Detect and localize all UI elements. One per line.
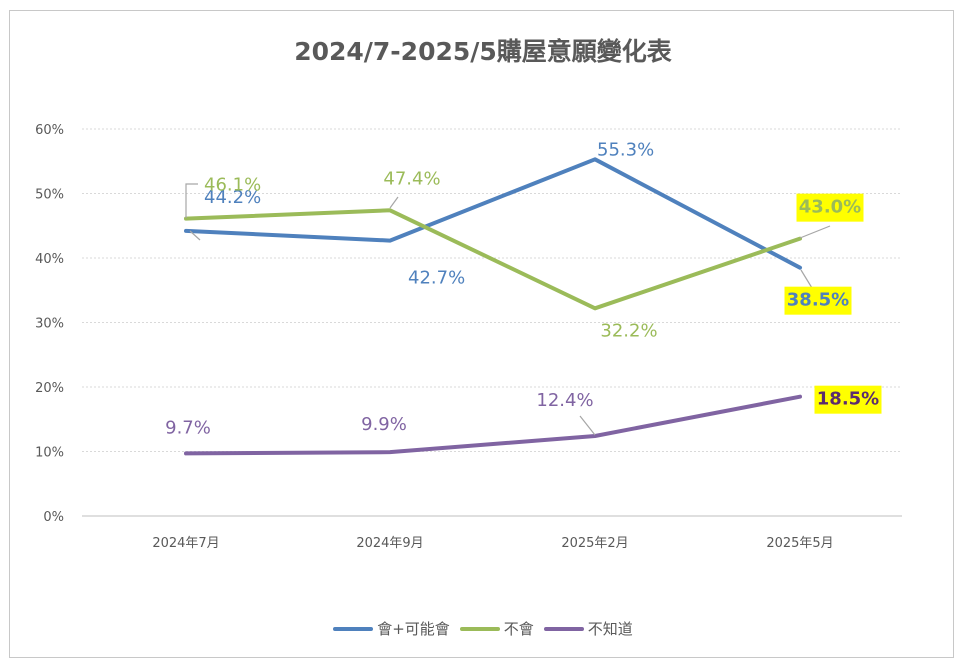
data-label: 32.2% [600,320,657,341]
legend-swatch [333,626,374,631]
data-label-highlight [784,286,852,315]
y-tick-label: 60% [35,123,64,138]
data-label: 46.1% [204,175,261,196]
legend-label: 不知道 [587,620,633,638]
data-label: 55.3% [597,139,654,160]
y-tick-label: 20% [35,381,64,396]
data-label: 12.4% [536,390,593,411]
y-tick-label: 40% [35,252,64,267]
data-label: 42.7% [408,268,465,289]
y-axis-ticks: 0% 10% 20% 30% 40% 50% 60% [35,123,64,525]
legend-swatch [459,626,500,631]
chart-legend: 會+可能會 不會 不知道 [0,618,966,639]
data-label-highlight [814,385,882,414]
x-tick-label: 2025年2月 [561,536,628,551]
leader-line [799,225,831,239]
data-label: 47.4% [383,168,440,189]
series-line [184,157,802,270]
legend-swatch [543,626,584,631]
legend-item: 會+可能會 [333,618,450,639]
x-tick-label: 2024年7月 [152,536,219,551]
chart-title: 2024/7-2025/5購屋意願變化表 [294,37,672,66]
x-tick-label: 2024年9月 [356,536,423,551]
series-line [184,208,802,311]
y-tick-label: 30% [35,317,64,332]
data-label: 9.9% [361,414,407,435]
series-lines [184,157,802,456]
legend-label: 會+可能會 [377,620,450,638]
y-tick-label: 10% [35,446,64,461]
data-label: 44.2% [204,187,261,208]
leader-line [579,415,596,436]
x-tick-label: 2025年5月 [766,536,833,551]
data-label-highlight [796,193,864,222]
chart-frame [9,10,954,658]
legend-item: 不會 [459,618,534,639]
leader-line [800,269,813,289]
legend-item: 不知道 [543,618,633,639]
leader-line [189,230,201,241]
data-label: 38.5% [787,290,849,311]
x-axis-ticks: 2024年7月 2024年9月 2025年2月 2025年5月 [152,536,833,551]
data-label: 43.0% [799,197,861,218]
leader-line [185,183,198,218]
leader-lines [185,183,831,436]
data-label: 18.5% [817,389,879,410]
data-label: 9.7% [165,417,211,438]
series-line [184,394,802,456]
data-labels: 44.2% 42.7% 55.3% 38.5% 46.1% 47.4% 32.2% 43.0%… [165,139,882,438]
legend-label: 不會 [503,620,534,638]
y-tick-label: 0% [43,510,64,525]
leader-line [389,196,399,209]
y-tick-label: 50% [35,188,64,203]
